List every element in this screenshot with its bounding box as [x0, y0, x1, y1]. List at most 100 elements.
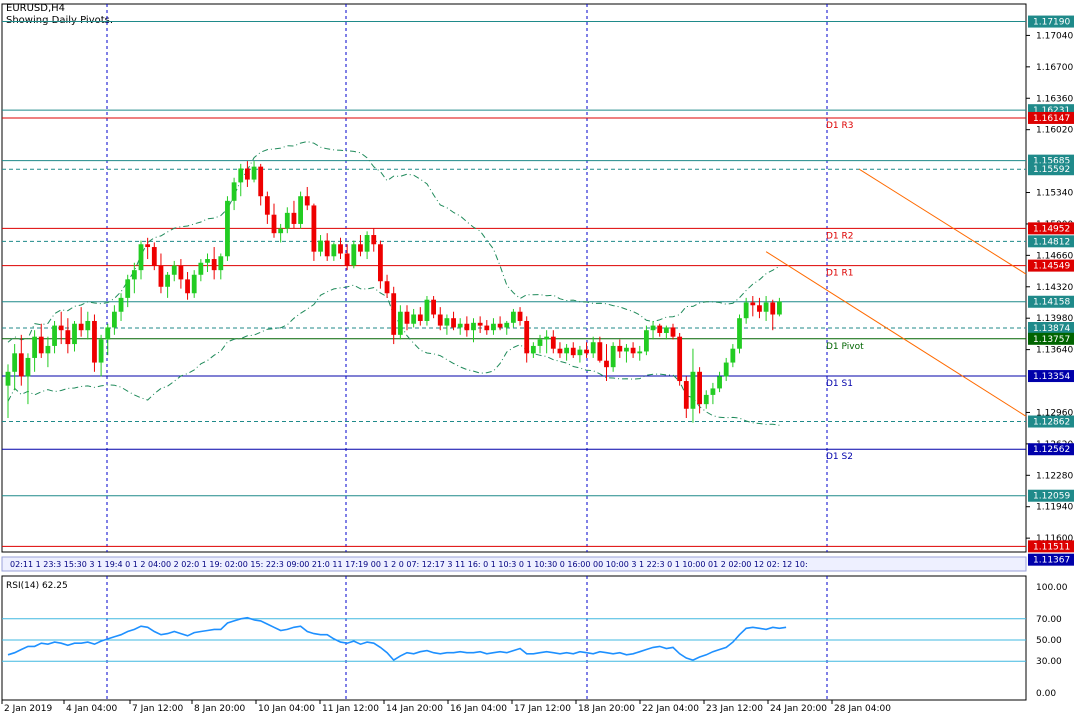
- candle-body: [225, 200, 230, 257]
- rsi-y-tick-label: 50.00: [1036, 636, 1062, 646]
- candle-body: [32, 336, 37, 358]
- candle-body: [58, 325, 64, 331]
- candle-body: [12, 353, 18, 372]
- candle-body: [131, 270, 137, 280]
- candle-body: [351, 244, 357, 266]
- price-level-label: 1.13874: [1033, 324, 1070, 334]
- price-level-label: 1.13757: [1033, 335, 1070, 345]
- price-level-tag: [1028, 15, 1074, 28]
- candle-body: [404, 311, 410, 324]
- candle-body: [564, 347, 569, 354]
- candle-body: [557, 348, 563, 354]
- candle-body: [178, 265, 184, 280]
- price-level-tag: [1028, 111, 1074, 124]
- candle-body: [25, 357, 31, 377]
- candle-body: [378, 244, 383, 282]
- pivot-level-label: D1 R2: [826, 231, 854, 241]
- price-level-label: 1.12862: [1033, 418, 1070, 428]
- candle-body: [324, 240, 330, 257]
- candle-body: [52, 325, 57, 346]
- price-level-tag: [1028, 295, 1074, 308]
- candle-body: [491, 323, 496, 331]
- y-tick-label: 1.11940: [1036, 503, 1073, 513]
- candle-body: [457, 323, 463, 328]
- price-level-tag: [1028, 415, 1074, 428]
- candle-body: [650, 325, 656, 331]
- rsi-plot-frame: [1, 575, 1027, 701]
- candle-body: [584, 349, 589, 354]
- pivot-level-label: D1 R1: [826, 269, 854, 279]
- candle-body: [384, 281, 390, 294]
- price-level-tag: [1028, 370, 1074, 383]
- y-tick-label: 1.12280: [1036, 471, 1073, 481]
- candle-body: [344, 253, 350, 266]
- price-level-tag: [1028, 332, 1074, 345]
- candle-body: [218, 256, 224, 271]
- candle-body: [238, 168, 244, 183]
- candle-body: [630, 347, 636, 354]
- candle-body: [304, 196, 310, 206]
- candle-body: [511, 311, 516, 323]
- x-tick-label: 10 Jan 04:00: [258, 704, 315, 714]
- candle-body: [18, 353, 24, 377]
- price-level-label: 1.14952: [1033, 224, 1070, 234]
- candle-body: [544, 336, 550, 340]
- x-tick-label: 17 Jan 12:00: [514, 704, 571, 714]
- price-level-tag: [1028, 259, 1074, 272]
- price-level-tag: [1028, 540, 1074, 553]
- candle-body: [777, 301, 782, 315]
- candle-body: [703, 394, 709, 405]
- candle-body: [98, 339, 104, 363]
- x-tick-label: 24 Jan 20:00: [770, 704, 827, 714]
- candle-body: [38, 336, 44, 354]
- y-tick-label: 1.17040: [1036, 31, 1073, 41]
- pivot-level-label: D1 S1: [826, 379, 853, 389]
- candle-body: [464, 323, 470, 331]
- candle-body: [550, 336, 556, 349]
- y-tick-label: 1.12960: [1036, 408, 1073, 418]
- candle-body: [198, 262, 204, 275]
- candle-body: [743, 302, 749, 319]
- chart-symbol: EURUSD,H4: [6, 3, 66, 14]
- candle-body: [78, 323, 84, 331]
- price-level-label: 1.12562: [1033, 445, 1070, 455]
- price-level-label: 1.13354: [1033, 372, 1070, 382]
- price-level-label: 1.16231: [1033, 106, 1070, 116]
- candle-body: [530, 345, 536, 354]
- pivot-level-label: D1 Pivot: [826, 342, 864, 352]
- candle-body: [484, 325, 490, 331]
- candle-body: [497, 323, 503, 328]
- candle-body: [437, 314, 443, 326]
- price-level-tag: [1028, 163, 1074, 176]
- upper-band: [7, 140, 780, 343]
- candle-body: [291, 212, 297, 224]
- candle-body: [338, 244, 343, 254]
- candle-body: [524, 320, 530, 354]
- price-level-label: 1.11511: [1033, 542, 1070, 552]
- candle-body: [677, 336, 683, 382]
- x-tick-label: 16 Jan 04:00: [450, 704, 507, 714]
- candle-body: [644, 330, 649, 352]
- candle-body: [690, 371, 696, 409]
- price-level-tag: [1028, 489, 1074, 502]
- candle-body: [637, 351, 643, 354]
- candle-body: [624, 347, 629, 352]
- candle-body: [577, 349, 583, 356]
- price-level-label: 1.14812: [1033, 237, 1070, 247]
- candle-body: [118, 297, 124, 312]
- candle-body: [477, 322, 483, 326]
- price-level-tag: [1028, 321, 1074, 334]
- candle-body: [657, 325, 663, 333]
- price-level-tag: [1028, 222, 1074, 235]
- x-tick-label: 23 Jan 12:00: [706, 704, 763, 714]
- candle-body: [331, 244, 337, 257]
- trend-channel-upper: [858, 168, 1027, 275]
- main-plot-frame: [1, 3, 1027, 553]
- x-tick-label: 7 Jan 12:00: [132, 704, 184, 714]
- candle-body: [311, 205, 317, 252]
- candle-body: [770, 302, 776, 315]
- price-level-label: 1.16147: [1033, 114, 1070, 124]
- y-tick-label: 1.13640: [1036, 346, 1073, 356]
